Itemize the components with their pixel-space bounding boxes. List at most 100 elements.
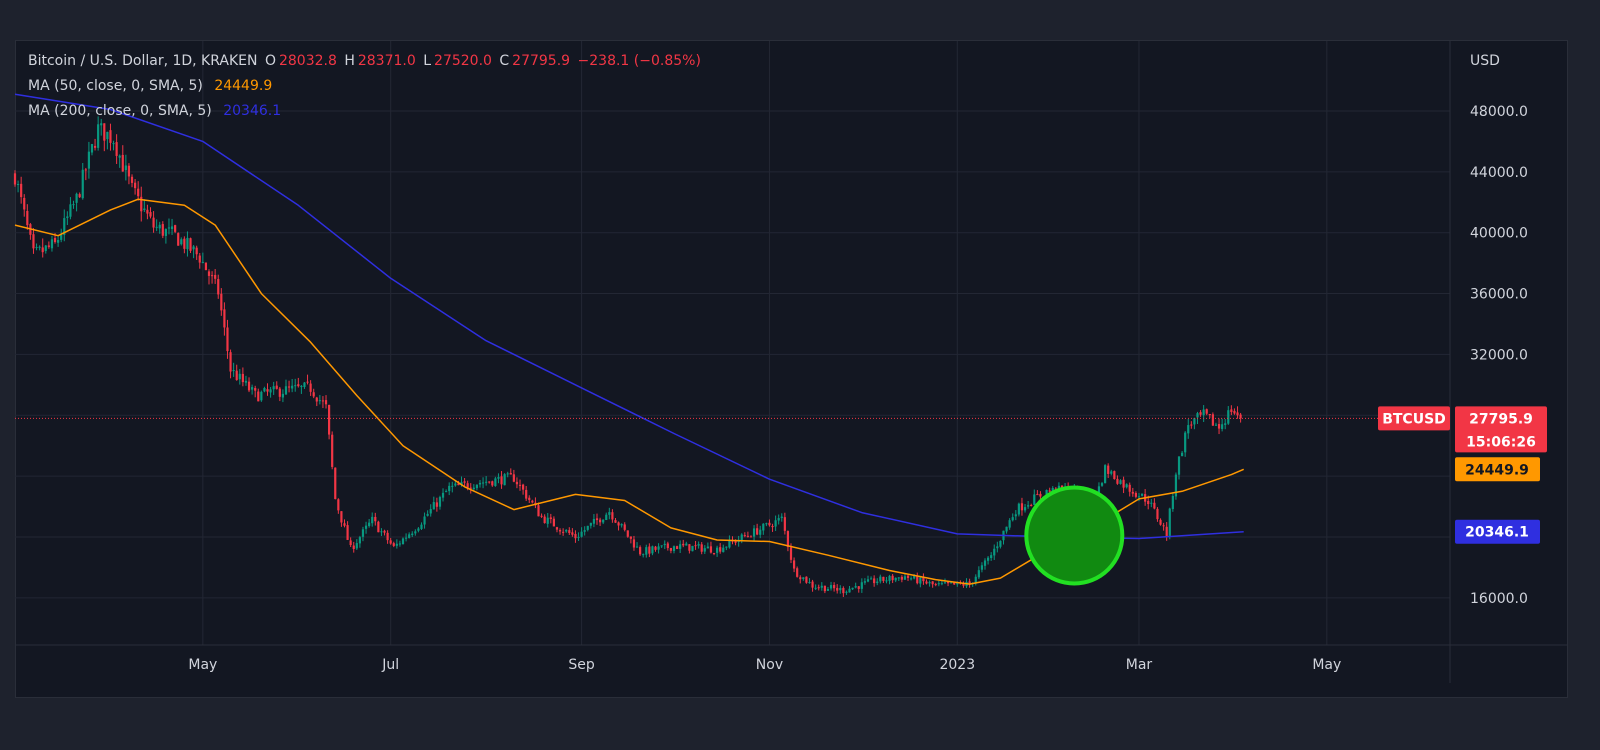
candle (780, 513, 783, 522)
candle-body (925, 581, 928, 584)
candle-body (463, 481, 466, 483)
y-tick-label: 36000.0 (1470, 287, 1528, 303)
candle (869, 576, 873, 580)
candle (112, 140, 115, 151)
y-tick-label: 44000.0 (1470, 165, 1528, 181)
chart-frame[interactable] (15, 40, 1568, 698)
candle (906, 573, 910, 582)
candle (364, 521, 368, 534)
candle (712, 552, 716, 556)
candle (1174, 472, 1178, 500)
candle (137, 181, 140, 201)
candle-body (254, 388, 257, 391)
legend-ma200-row[interactable]: MA (200, close, 0, SMA, 5) 20346.1 (28, 103, 284, 119)
candle-body (666, 543, 669, 549)
candle-body (318, 400, 321, 402)
candle (257, 388, 260, 402)
candle (660, 545, 663, 548)
candle (398, 540, 402, 547)
candle (558, 528, 562, 535)
candle (275, 381, 278, 390)
candle-body (35, 247, 38, 249)
candle-body (20, 183, 23, 198)
candle-body (651, 546, 654, 554)
candle (1030, 503, 1033, 507)
candle (722, 544, 725, 553)
candle-body (1045, 489, 1048, 497)
candle (891, 573, 894, 584)
candle-body (149, 212, 152, 217)
candle-body (583, 530, 586, 532)
candle (152, 211, 155, 233)
candle-body (300, 385, 303, 387)
candle (177, 232, 180, 246)
candle (343, 519, 346, 528)
candle (29, 222, 32, 240)
candle-body (823, 585, 826, 592)
candle (438, 495, 442, 510)
ma50-tag-text: 24449.9 (1465, 462, 1529, 478)
candle-body (682, 543, 685, 546)
candle-body (287, 386, 291, 388)
candle (1180, 451, 1184, 457)
candle (839, 585, 842, 594)
candle (826, 587, 830, 591)
candle (1128, 482, 1131, 497)
legend-open-key: O (264, 53, 276, 69)
candle-body (429, 509, 432, 514)
candle (977, 566, 980, 580)
candle-body (315, 397, 318, 402)
legend-ma50-row[interactable]: MA (50, close, 0, SMA, 5) 24449.9 (28, 78, 275, 94)
candle-body (109, 130, 112, 143)
candle-body (475, 484, 479, 489)
candle-body (903, 576, 907, 580)
candle-body (414, 531, 417, 534)
candle (238, 369, 241, 385)
candle-body (478, 482, 482, 485)
symbol-tag-text: BTCUSD (1382, 411, 1446, 427)
candle-body (595, 518, 599, 521)
candle (1008, 518, 1011, 530)
candle (164, 228, 167, 244)
candle (1156, 507, 1159, 522)
candle-body (592, 518, 596, 524)
candle-body (417, 528, 420, 531)
candle (395, 539, 398, 549)
candle-body (13, 173, 17, 185)
candle-body (195, 247, 198, 255)
legend-low: 27520.0 (434, 53, 492, 69)
candle (16, 180, 20, 193)
candle (78, 192, 81, 198)
candle-body (1122, 479, 1125, 488)
candle (361, 526, 365, 542)
candle (60, 228, 63, 243)
candle (682, 539, 685, 548)
candle (672, 545, 676, 554)
candle-body (445, 491, 448, 493)
candle (592, 514, 596, 528)
candle-body (346, 525, 349, 540)
candle (1224, 419, 1227, 430)
candle-body (143, 208, 146, 210)
candle (697, 541, 700, 549)
candle (1150, 499, 1153, 508)
candle (386, 530, 389, 544)
candle-body (525, 489, 528, 499)
candle (802, 577, 805, 581)
candle (583, 526, 586, 536)
candle-body (614, 520, 617, 523)
y-tick-label: 16000.0 (1470, 591, 1528, 607)
last-price-tag (1455, 406, 1547, 453)
candle (220, 288, 223, 316)
candle (645, 544, 648, 558)
candle (1171, 492, 1174, 512)
candle-body (894, 577, 897, 581)
candle (873, 575, 876, 587)
candle (719, 543, 722, 554)
candle-body (617, 522, 620, 526)
candle (371, 512, 374, 527)
candle-body (1131, 491, 1134, 494)
candle (13, 170, 17, 187)
candle (57, 236, 60, 247)
